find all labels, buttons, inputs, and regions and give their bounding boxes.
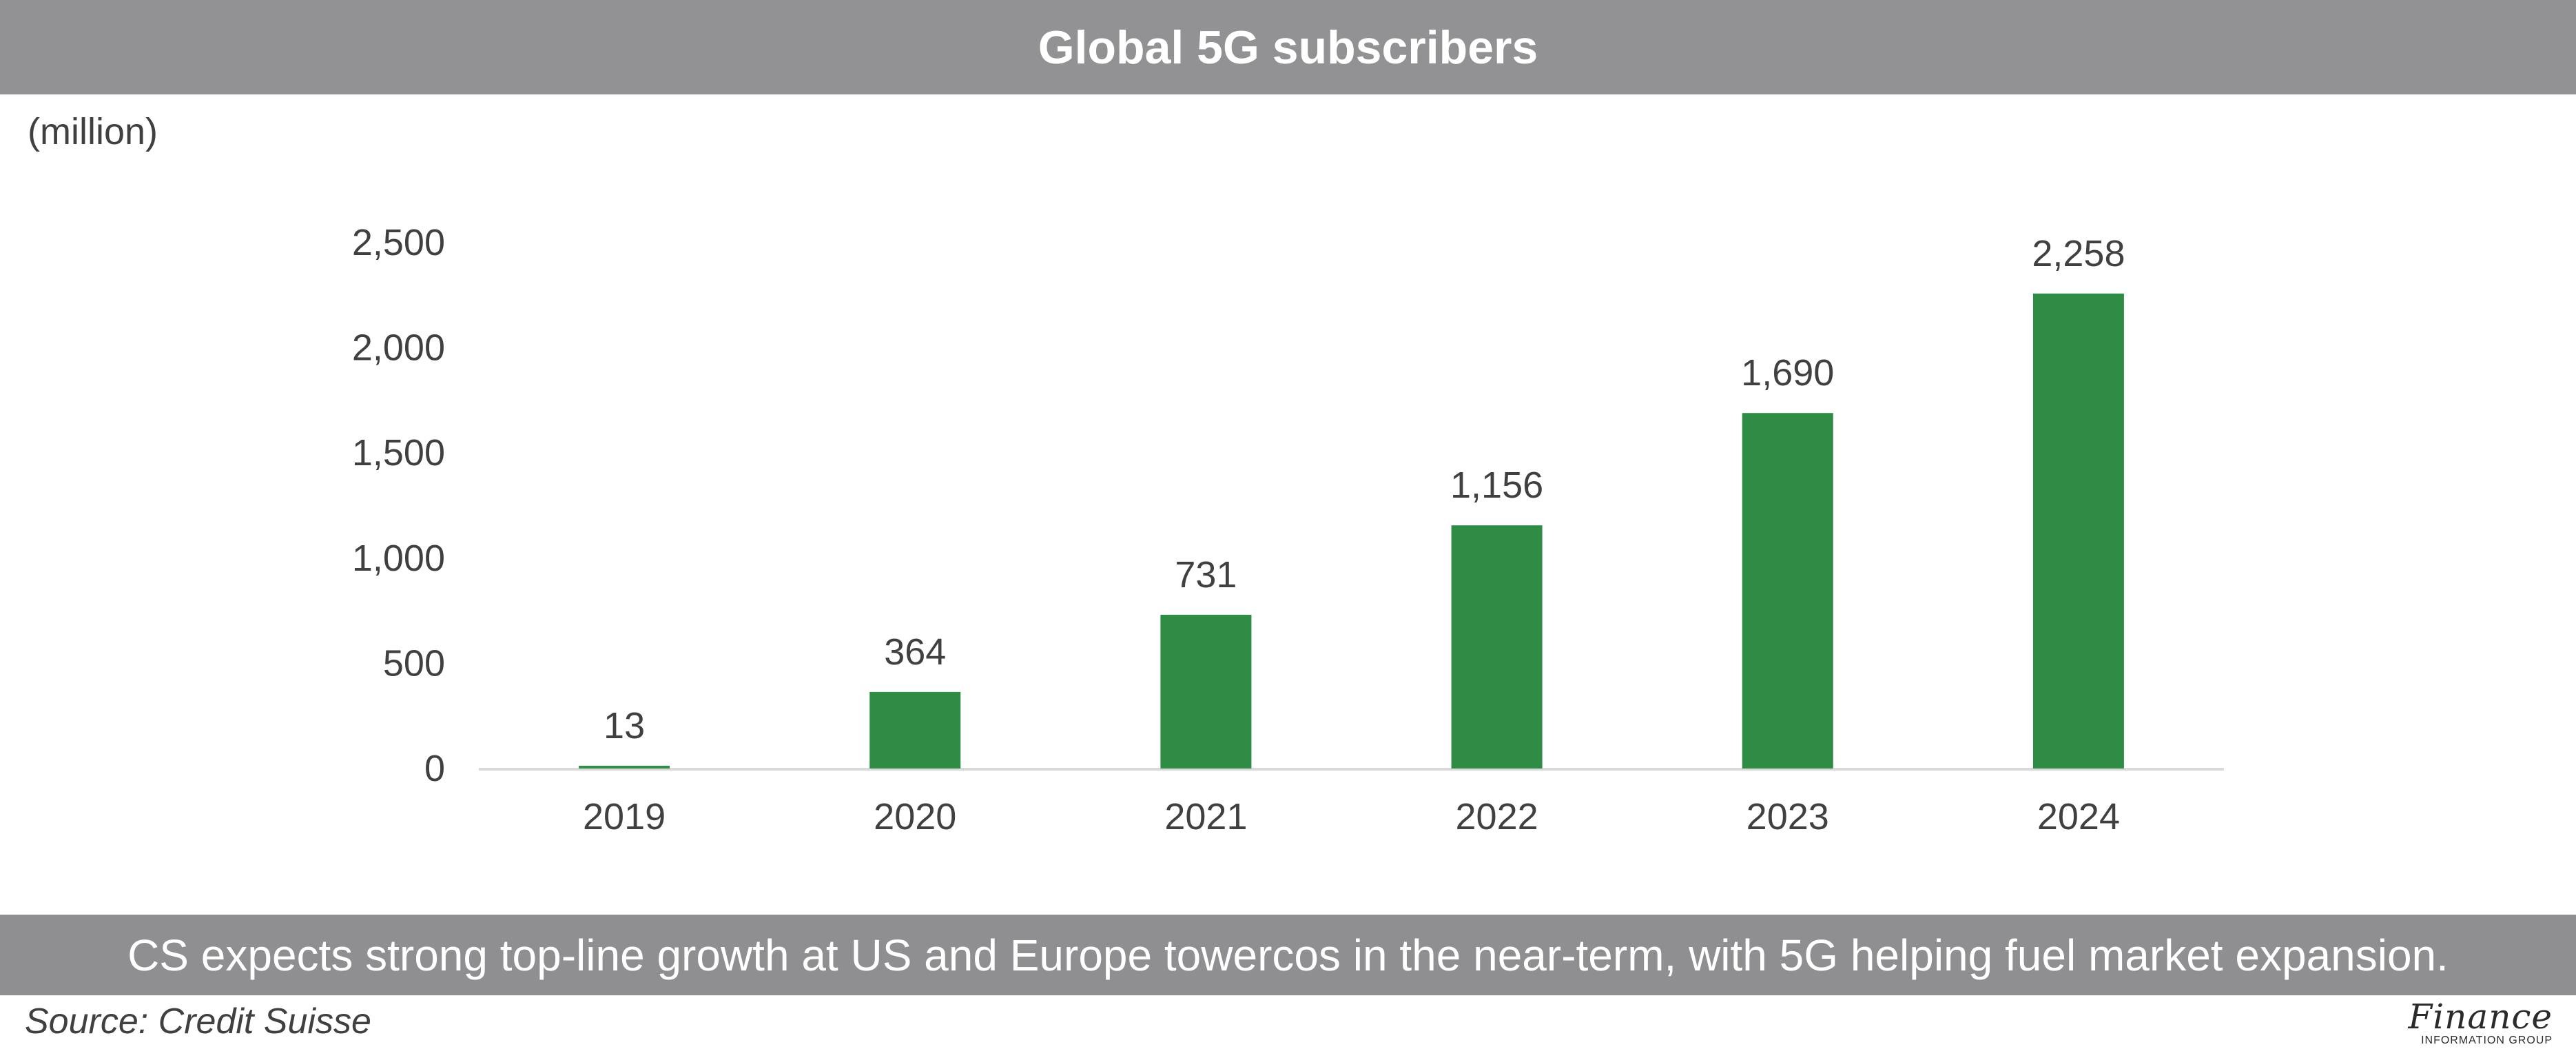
- x-tick-label: 2021: [1164, 796, 1247, 837]
- x-tick-label: 2024: [2037, 796, 2120, 837]
- unit-label: (million): [28, 111, 158, 152]
- finance-logo: Finance INFORMATION GROUP: [2373, 999, 2553, 1055]
- x-tick-label: 2019: [583, 796, 666, 837]
- data-label: 13: [604, 705, 645, 746]
- y-tick-label: 0: [424, 748, 445, 789]
- bar: [869, 691, 961, 769]
- data-label: 1,690: [1741, 352, 1834, 394]
- data-label: 731: [1175, 554, 1237, 596]
- x-tick-label: 2023: [1746, 796, 1829, 837]
- x-tick-label: 2022: [1456, 796, 1538, 837]
- bar-chart: 0 500 1,000 1,500 2,000 2,500 13 2019 364 2020 731…: [352, 222, 2224, 837]
- bar: [1742, 413, 1833, 769]
- caption-bar: CS expects strong top-line growth at US …: [0, 915, 2576, 995]
- y-tick-label: 2,000: [352, 327, 445, 369]
- bar: [579, 766, 670, 769]
- data-label: 1,156: [1450, 465, 1543, 506]
- data-label: 364: [884, 631, 946, 673]
- y-tick-label: 500: [383, 642, 445, 684]
- logo-subtitle: INFORMATION GROUP: [2421, 1035, 2553, 1046]
- bar: [1160, 614, 1252, 769]
- bar: [2032, 293, 2124, 769]
- logo-wordmark: Finance: [2408, 997, 2553, 1037]
- source-note: Source: Credit Suisse: [25, 1001, 371, 1041]
- chart-title: Global 5G subscribers: [0, 0, 2576, 94]
- x-tick-label: 2020: [874, 796, 956, 837]
- y-tick-label: 1,500: [352, 432, 445, 474]
- bar: [1451, 525, 1543, 769]
- y-tick-label: 1,000: [352, 538, 445, 579]
- y-tick-label: 2,500: [352, 222, 445, 263]
- data-label: 2,258: [2032, 233, 2125, 274]
